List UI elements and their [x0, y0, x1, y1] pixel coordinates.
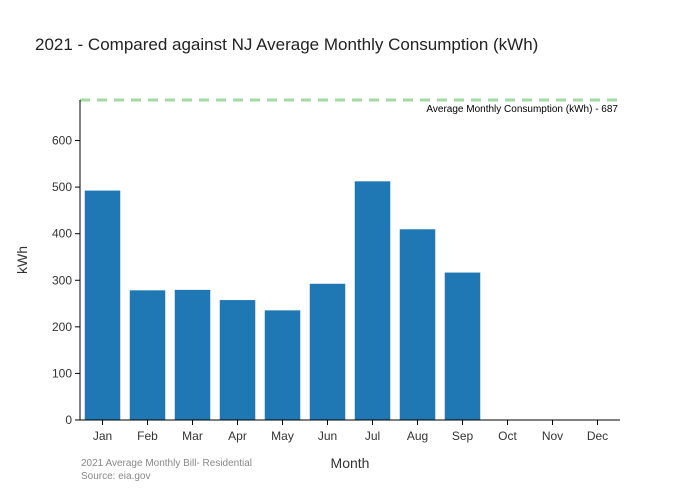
chart-title: 2021 - Compared against NJ Average Month… — [35, 35, 538, 54]
y-tick-label: 300 — [52, 273, 72, 287]
y-tick-label: 200 — [52, 320, 72, 334]
reference-line-label: Average Monthly Consumption (kWh) - 687 — [426, 104, 618, 115]
y-tick-label: 100 — [52, 366, 72, 380]
x-axis: Jan Feb Mar Apr May Jun Jul Aug Sep Oct Nov Dec — [80, 419, 620, 443]
x-tick-label-aug: Aug — [407, 429, 428, 443]
bar-may — [264, 309, 301, 421]
bar-mar — [174, 289, 211, 421]
x-tick-label-jul: Jul — [365, 429, 380, 443]
x-tick-label-jun: Jun — [318, 429, 337, 443]
bar-sep — [444, 272, 481, 421]
y-tick-label: 400 — [52, 227, 72, 241]
y-tick-label: 0 — [65, 413, 72, 427]
bar-feb — [129, 289, 166, 421]
x-tick-label-oct: Oct — [498, 429, 517, 443]
x-tick-label-mar: Mar — [182, 429, 203, 443]
x-tick-label-nov: Nov — [542, 429, 563, 443]
x-tick-label-apr: Apr — [228, 429, 247, 443]
x-axis-title: Month — [331, 455, 370, 471]
reference-line-group: Average Monthly Consumption (kWh) - 687 — [80, 98, 620, 115]
y-axis: 0 100 200 300 400 500 600 — [52, 100, 81, 427]
x-tick-label-sep: Sep — [452, 429, 474, 443]
x-tick-label-dec: Dec — [587, 429, 608, 443]
x-tick-label-may: May — [271, 429, 294, 443]
source-note-line1: 2021 Average Monthly Bill- Residential — [81, 458, 252, 469]
x-tick-label-jan: Jan — [93, 429, 112, 443]
bar-apr — [219, 299, 256, 421]
y-tick-label: 600 — [52, 134, 72, 148]
source-note-line2: Source: eia.gov — [81, 471, 151, 482]
x-tick-label-feb: Feb — [137, 429, 158, 443]
bars-group — [84, 180, 481, 421]
bar-jun — [309, 283, 346, 421]
y-axis-title: kWh — [14, 246, 30, 274]
y-tick-label: 500 — [52, 180, 72, 194]
bar-jul — [354, 180, 391, 421]
bar-aug — [399, 228, 436, 421]
bar-jan — [84, 190, 121, 421]
